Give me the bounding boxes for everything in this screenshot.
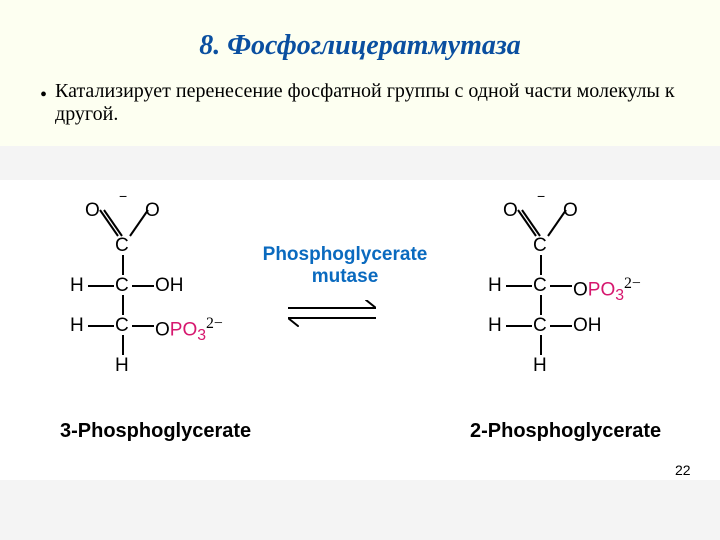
phos-po: PO xyxy=(588,279,615,300)
atom-c: C xyxy=(115,275,129,297)
atom-h: H xyxy=(70,275,84,297)
molecule-left: O − O C H C OH H C OPO32− H xyxy=(0,180,280,400)
double-bond xyxy=(418,180,708,260)
molecule-right-name: 2-Phosphoglycerate xyxy=(470,420,661,443)
bond-h xyxy=(506,325,532,327)
double-bond xyxy=(0,180,280,260)
atom-h: H xyxy=(533,355,547,377)
atom-c: C xyxy=(115,315,129,337)
phos-sub: 3 xyxy=(615,287,624,304)
molecule-right: O − O C H C OPO32− H C OH H xyxy=(418,180,708,400)
atom-h: H xyxy=(488,275,502,297)
atom-oh: OH xyxy=(155,275,184,297)
molecule-left-name: 3-Phosphoglycerate xyxy=(60,420,251,443)
phos-o: O xyxy=(155,319,170,340)
bond-v xyxy=(540,255,542,275)
equilibrium-arrow-icon xyxy=(288,300,376,328)
page-number: 22 xyxy=(675,462,691,478)
phosphate-group: OPO32− xyxy=(573,275,641,305)
bond-v xyxy=(540,335,542,355)
bullet-text: Катализирует перенесение фосфатной групп… xyxy=(55,80,680,126)
phos-sub: 3 xyxy=(197,327,206,344)
bond-h xyxy=(88,325,114,327)
atom-c: C xyxy=(533,275,547,297)
phosphate-group: OPO32− xyxy=(155,315,223,345)
phos-o: O xyxy=(573,279,588,300)
atom-oh: OH xyxy=(573,315,602,337)
bullet-row: • Катализирует перенесение фосфатной гру… xyxy=(40,80,680,126)
slide-header: 8. Фосфоглицератмутаза • Катализирует пе… xyxy=(0,0,720,146)
phos-po: PO xyxy=(170,319,197,340)
slide-title: 8. Фосфоглицератмутаза xyxy=(40,30,680,62)
atom-h: H xyxy=(115,355,129,377)
bond-v xyxy=(122,335,124,355)
bond-h xyxy=(550,325,572,327)
bond-v xyxy=(122,255,124,275)
bond-v xyxy=(540,295,542,315)
atom-h: H xyxy=(70,315,84,337)
phos-sup: 2− xyxy=(206,315,223,332)
phos-sup: 2− xyxy=(624,275,641,292)
bond-h xyxy=(506,285,532,287)
bullet-dot: • xyxy=(40,80,47,107)
bond-h xyxy=(132,285,154,287)
reaction-diagram: O − O C H C OH H C OPO32− H O − O C xyxy=(0,180,720,480)
bond-h xyxy=(132,325,154,327)
atom-c: C xyxy=(533,315,547,337)
enzyme-label: Phosphoglycerate mutase xyxy=(260,244,430,288)
atom-h: H xyxy=(488,315,502,337)
bond-v xyxy=(122,295,124,315)
bond-h xyxy=(88,285,114,287)
bond-h xyxy=(550,285,572,287)
